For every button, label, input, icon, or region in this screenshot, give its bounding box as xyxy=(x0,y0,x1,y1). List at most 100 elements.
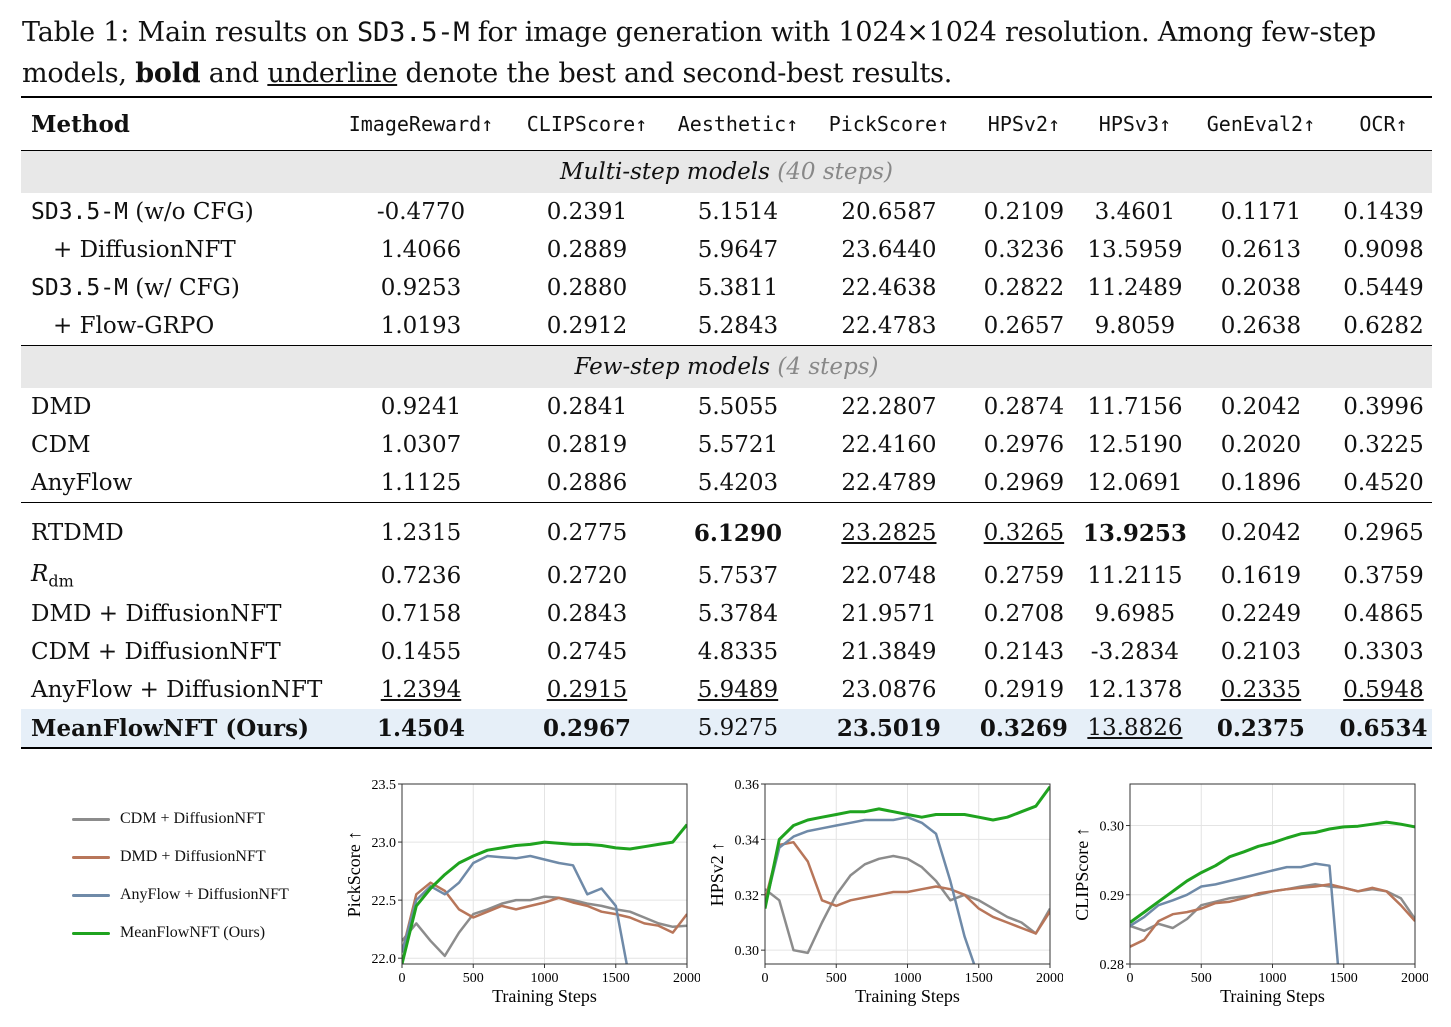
legend-item: AnyFlow + DiffusionNFT xyxy=(72,876,342,914)
value-cell: 3.4601 xyxy=(1083,193,1187,231)
cell-value: 0.1455 xyxy=(380,639,462,665)
cell-value: 5.1514 xyxy=(697,199,779,225)
cell-value: 1.0307 xyxy=(380,432,462,458)
cell-value: 0.1896 xyxy=(1220,470,1302,496)
cell-value: 1.1125 xyxy=(380,470,462,496)
value-cell: -3.2834 xyxy=(1083,633,1187,671)
cell-value: 1.4066 xyxy=(380,237,462,263)
table-row: AnyFlow + DiffusionNFT 1.2394 0.2915 5.9489… xyxy=(21,671,1432,709)
method-symbol: R xyxy=(31,561,49,588)
value-cell: 0.7158 xyxy=(331,595,511,633)
value-cell: 9.8059 xyxy=(1083,307,1187,346)
cell-value: 0.5449 xyxy=(1343,275,1424,301)
cell-value: 0.2967 xyxy=(542,714,631,742)
x-tick-label: 1000 xyxy=(894,971,922,986)
x-tick-label: 1000 xyxy=(1259,971,1287,986)
table-row: MeanFlowNFT (Ours) 1.4504 0.2967 5.9275 23.5… xyxy=(21,709,1432,748)
value-cell: 5.1514 xyxy=(663,193,813,231)
cell-value: 0.2843 xyxy=(546,601,628,627)
cell-value: 5.9647 xyxy=(697,237,779,263)
method-cell: CDM + DiffusionNFT xyxy=(21,633,331,671)
cell-value: 0.2109 xyxy=(983,199,1065,225)
value-cell: 0.2759 xyxy=(965,557,1083,595)
method-name: DMD + DiffusionNFT xyxy=(31,601,282,627)
column-header: HPSv2↑ xyxy=(987,112,1061,136)
cell-value: 4.8335 xyxy=(697,639,779,665)
cell-value: 0.3265 xyxy=(983,520,1065,546)
method-suffix: (w/o CFG) xyxy=(127,199,254,225)
value-cell: 11.2115 xyxy=(1083,557,1187,595)
method-cell: Rdm xyxy=(21,557,331,595)
value-cell: 1.4504 xyxy=(330,709,511,748)
y-tick-label: 22.5 xyxy=(372,894,397,909)
value-cell: 11.7156 xyxy=(1083,388,1187,426)
value-cell: 12.1378 xyxy=(1083,671,1187,709)
value-cell: 0.2841 xyxy=(511,388,663,426)
cell-value: 0.2889 xyxy=(546,237,628,263)
value-cell: 0.5948 xyxy=(1335,671,1432,709)
value-cell: 0.2708 xyxy=(965,595,1083,633)
cell-value: 20.6587 xyxy=(841,199,937,225)
cell-value: 0.2775 xyxy=(546,520,628,546)
y-tick-label: 0.32 xyxy=(735,889,760,904)
cell-value: 12.5190 xyxy=(1087,432,1183,458)
value-cell: 5.2843 xyxy=(663,307,813,346)
legend-item: DMD + DiffusionNFT xyxy=(72,838,342,876)
cell-value: 0.2020 xyxy=(1220,432,1302,458)
legend-label: CDM + DiffusionNFT xyxy=(120,810,265,827)
caption-middle: for image generation with 1024×1024 reso… xyxy=(22,17,1376,89)
x-tick-label: 1500 xyxy=(1330,971,1358,986)
table-row: Rdm 0.7236 0.2720 5.7537 22.0748 0.2759 11.211… xyxy=(21,557,1432,595)
table-row: RTDMD 1.2315 0.2775 6.1290 23.2825 0.3265 13.9… xyxy=(21,502,1432,558)
cell-value: 0.4520 xyxy=(1343,470,1424,496)
cell-value: 0.3759 xyxy=(1343,563,1424,589)
cell-value: 0.2919 xyxy=(983,677,1065,703)
cell-value: 5.2843 xyxy=(697,313,779,339)
cell-value: 0.3269 xyxy=(979,714,1068,742)
cell-value: 12.0691 xyxy=(1087,470,1183,496)
value-cell: 5.5721 xyxy=(663,426,813,464)
value-cell: 0.6534 xyxy=(1334,709,1432,748)
cell-value: 0.2657 xyxy=(983,313,1065,339)
method-name: CDM + DiffusionNFT xyxy=(31,639,281,665)
x-tick-label: 500 xyxy=(463,971,484,986)
cell-value: 0.2143 xyxy=(983,639,1065,665)
value-cell: 22.4783 xyxy=(813,307,965,346)
cell-value: 1.2315 xyxy=(380,520,462,546)
value-cell: 0.1455 xyxy=(331,633,511,671)
value-cell: 0.2843 xyxy=(511,595,663,633)
cell-value: 0.9253 xyxy=(380,275,462,301)
value-cell: 13.9253 xyxy=(1083,503,1187,558)
cell-value: 22.4160 xyxy=(841,432,937,458)
x-tick-label: 2000 xyxy=(673,971,700,986)
cell-value: 0.1439 xyxy=(1343,199,1424,225)
value-cell: 0.4520 xyxy=(1335,464,1432,503)
cell-value: 0.2375 xyxy=(1216,714,1305,742)
cell-value: -0.4770 xyxy=(376,199,466,225)
x-axis-label: Training Steps xyxy=(1220,986,1325,1006)
value-cell: 0.4865 xyxy=(1335,595,1432,633)
cell-value: 0.7236 xyxy=(380,563,462,589)
cell-value: 9.8059 xyxy=(1094,313,1176,339)
cell-value: 23.0876 xyxy=(841,677,937,703)
section-title: Multi-step models xyxy=(560,159,770,185)
value-cell: 0.9241 xyxy=(331,388,511,426)
cell-value: 0.9098 xyxy=(1343,237,1424,263)
x-axis-label: Training Steps xyxy=(492,986,597,1006)
caption-prefix: Table 1: Main results on xyxy=(22,17,357,48)
value-cell: 22.4638 xyxy=(813,269,965,307)
series-line xyxy=(1130,883,1415,948)
cell-value: 13.8826 xyxy=(1087,715,1183,741)
cell-value: 1.4504 xyxy=(376,714,465,742)
cell-value: 0.2969 xyxy=(983,470,1065,496)
y-tick-label: 0.30 xyxy=(1100,820,1125,835)
method-name: MeanFlowNFT (Ours) xyxy=(31,714,309,742)
column-header: ImageReward↑ xyxy=(348,112,494,136)
column-header: OCR↑ xyxy=(1359,112,1408,136)
legend-swatch xyxy=(72,893,110,897)
value-cell: 12.0691 xyxy=(1083,464,1187,503)
value-cell: 0.9098 xyxy=(1335,231,1432,269)
legend-label: MeanFlowNFT (Ours) xyxy=(120,924,266,941)
cell-value: 0.2720 xyxy=(546,563,628,589)
value-cell: 0.2038 xyxy=(1187,269,1335,307)
